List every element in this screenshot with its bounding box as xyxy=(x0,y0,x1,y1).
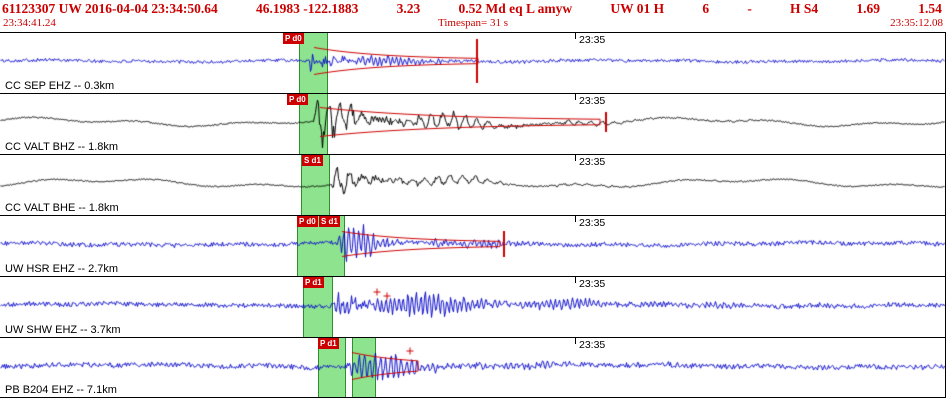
time-tick-label: 23:35 xyxy=(579,339,606,351)
header-value-1: 1.69 xyxy=(856,1,881,16)
time-tick-label: 23:35 xyxy=(579,278,606,290)
header-value-2: 1.54 xyxy=(918,1,942,16)
time-tick xyxy=(575,155,576,161)
station-label: CC VALT BHE -- 1.8km xyxy=(3,202,121,214)
time-tick-label: 23:35 xyxy=(579,217,606,229)
station-label: CC SEP EHZ -- 0.3km xyxy=(3,80,117,92)
trace-panel: 23:35 CC VALT BHZ -- 1.8km P d0 xyxy=(0,93,945,154)
waveform-canvas[interactable] xyxy=(0,216,945,276)
event-coordinates: 46.1983 -122.1883 xyxy=(255,1,359,16)
waveform-canvas[interactable] xyxy=(0,338,945,397)
station-count: 6 xyxy=(702,1,710,16)
waveform-panel-list: 23:35 CC SEP EHZ -- 0.3km P d0 23:35 CC … xyxy=(0,32,946,398)
trace-panel: 23:35 UW SHW EHZ -- 3.7km P d1 xyxy=(0,276,945,337)
waveform-canvas[interactable] xyxy=(0,94,945,154)
event-id-time: 61123307 UW 2016-04-04 23:34:50.64 xyxy=(2,1,218,16)
station-label: CC VALT BHZ -- 1.8km xyxy=(3,141,121,153)
header-dash: - xyxy=(747,1,752,16)
event-depth: 3.23 xyxy=(396,1,421,16)
station-label: PB B204 EHZ -- 7.1km xyxy=(3,384,119,396)
trace-panel: 23:35 CC VALT BHE -- 1.8km S d1 xyxy=(0,154,945,215)
pick-flag[interactable]: P d0 xyxy=(287,94,308,105)
time-tick-label: 23:35 xyxy=(579,156,606,168)
time-tick xyxy=(575,216,576,222)
event-magnitude: 0.52 Md eq L amyw xyxy=(458,1,573,16)
pick-flag[interactable]: S d1 xyxy=(302,155,323,166)
window-start-time: 23:34:41.24 xyxy=(3,17,56,29)
waveform-canvas[interactable] xyxy=(0,155,945,215)
waveform-canvas[interactable] xyxy=(0,277,945,337)
window-end-time: 23:35:12.08 xyxy=(890,17,943,29)
event-header: 61123307 UW 2016-04-04 23:34:50.64 46.19… xyxy=(0,0,946,17)
trace-panel: 23:35 PB B204 EHZ -- 7.1km P d1 xyxy=(0,337,945,398)
time-tick xyxy=(575,33,576,39)
station-label: UW HSR EHZ -- 2.7km xyxy=(3,263,121,275)
network-code: UW 01 H xyxy=(610,1,665,16)
timespan-label: Timespan= 31 s xyxy=(438,17,508,29)
time-tick xyxy=(575,338,576,344)
time-tick xyxy=(575,94,576,100)
pick-flag[interactable]: P d0 xyxy=(297,216,318,227)
time-tick-label: 23:35 xyxy=(579,34,606,46)
trace-panel: 23:35 UW HSR EHZ -- 2.7km P d0 S d1 xyxy=(0,215,945,276)
pick-flag[interactable]: S d1 xyxy=(319,216,340,227)
time-range-bar: 23:34:41.24 Timespan= 31 s 23:35:12.08 xyxy=(0,17,946,32)
station-label: UW SHW EHZ -- 3.7km xyxy=(3,324,123,336)
pick-flag[interactable]: P d1 xyxy=(318,338,339,349)
trace-panel: 23:35 CC SEP EHZ -- 0.3km P d0 xyxy=(0,32,945,93)
waveform-canvas[interactable] xyxy=(0,33,945,93)
pick-flag[interactable]: P d1 xyxy=(303,277,324,288)
header-status: H S4 xyxy=(790,1,819,16)
pick-flag[interactable]: P d0 xyxy=(283,33,304,44)
time-tick-label: 23:35 xyxy=(579,95,606,107)
time-tick xyxy=(575,277,576,283)
